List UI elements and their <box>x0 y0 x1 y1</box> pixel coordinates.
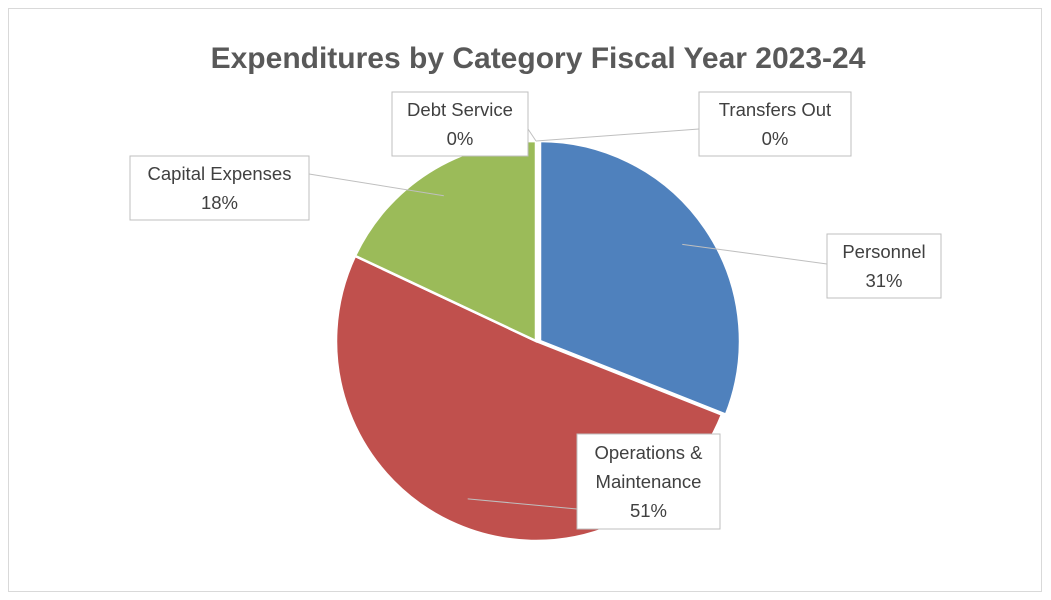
data-label-category: Personnel <box>842 241 925 262</box>
chart-area: Expenditures by Category Fiscal Year 202… <box>8 8 1042 592</box>
leader-line <box>467 498 578 510</box>
data-label-category: Debt Service <box>407 99 513 120</box>
data-label-percent: 51% <box>630 500 667 521</box>
data-label-box <box>391 91 529 157</box>
chart-title: Expenditures by Category Fiscal Year 202… <box>211 42 866 75</box>
data-label-category: Maintenance <box>596 471 702 492</box>
data-label-box <box>826 233 942 299</box>
data-label-category: Capital Expenses <box>148 163 292 184</box>
data-label: Debt Service 0% <box>391 91 529 157</box>
data-label-percent: 31% <box>865 270 902 291</box>
data-label-category: Transfers Out <box>719 99 831 120</box>
data-labels-group: Personnel 31% Operations & Maintenance 51% Ca… <box>129 91 942 530</box>
leader-line <box>535 128 700 142</box>
leader-lines-group <box>308 128 828 510</box>
data-label-percent: 18% <box>201 192 238 213</box>
leader-line <box>527 128 537 142</box>
pie-chart: Expenditures by Category Fiscal Year 202… <box>129 42 942 543</box>
data-label-box <box>698 91 852 157</box>
data-label-box <box>576 433 721 530</box>
leader-line <box>308 173 444 197</box>
data-label-box <box>129 155 310 221</box>
data-label-percent: 0% <box>447 128 474 149</box>
data-label: Capital Expenses 18% <box>129 155 310 221</box>
leader-line <box>682 243 828 265</box>
data-label-percent: 0% <box>762 128 789 149</box>
data-label: Operations & Maintenance 51% <box>576 433 721 530</box>
data-label-category: Operations & <box>595 442 704 463</box>
data-label: Personnel 31% <box>826 233 942 299</box>
pie-slice-personnel <box>538 139 742 417</box>
data-label: Transfers Out 0% <box>698 91 852 157</box>
